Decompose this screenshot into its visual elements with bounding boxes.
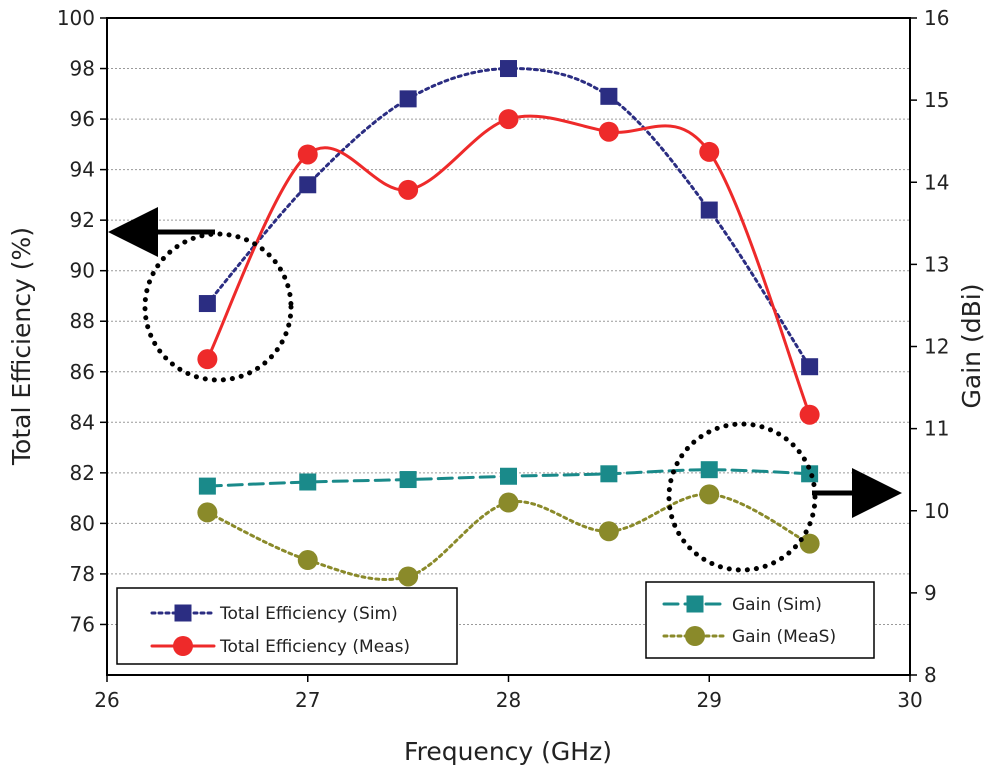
square-marker [700,201,718,219]
legend-label: Gain (Sim) [732,595,822,615]
legend-entry: Gain (MeaS) [662,626,836,647]
y-left-tick-label: 90 [70,259,95,283]
y-right-tick-label: 10 [924,499,949,523]
y-axis-left-title: Total Efficiency (%) [7,227,36,466]
series-layer [197,60,820,587]
y-right-tick-label: 15 [924,88,949,112]
square-marker [600,465,618,483]
x-tick-label: 29 [697,688,722,712]
y-left-tick-label: 78 [70,562,95,586]
grid-lines [107,68,910,625]
circle-marker [498,492,519,513]
legend-label: Gain (MeaS) [732,627,836,647]
square-marker [700,461,718,479]
x-tick-label: 30 [897,688,922,712]
legend-circle-marker [173,636,193,656]
y-left-tick-label: 84 [70,410,95,434]
square-marker [500,60,517,78]
legend-efficiency: Total Efficiency (Sim) Total Efficiency (… [116,587,458,665]
y-left-tick-label: 88 [70,309,95,333]
circle-marker [699,484,720,505]
y-left-tick-label: 96 [70,107,95,131]
square-marker [198,477,216,495]
y-right-tick-label: 11 [924,417,949,441]
legend-square-marker [174,604,192,622]
square-marker [500,467,517,485]
square-marker [299,473,317,491]
series-total-efficiency-meas [197,109,820,425]
y-axis-right-title: Gain (dBi) [957,284,986,409]
circle-marker [799,533,820,554]
y-left-tick-label: 98 [70,57,95,81]
circle-marker [197,502,218,523]
x-tick-label: 27 [295,688,320,712]
circle-marker [398,566,419,587]
legend-gain-box [645,581,875,659]
y-right-tick-label: 13 [924,252,949,276]
y-right-tick-label: 9 [924,581,937,605]
y-right-tick-label: 16 [924,6,949,30]
legend-gain: Gain (Sim) Gain (MeaS) [645,581,875,659]
legend-label: Total Efficiency (Meas) [219,637,410,657]
series-line [205,114,812,417]
y-left-tick-label: 80 [70,511,95,535]
y-left-tick-label: 94 [70,158,95,182]
circle-marker [799,404,820,425]
legend-circle-marker [685,626,705,646]
circle-marker [598,121,619,142]
legend-entry: Total Efficiency (Meas) [150,636,410,657]
legend-entry: Total Efficiency (Sim) [150,604,398,624]
legend-square-marker [686,595,704,613]
annotation-circle-gain [666,421,818,573]
y-left-tick-label: 76 [70,612,95,636]
circle-marker [598,521,619,542]
x-tick-label: 28 [496,688,521,712]
circle-marker [498,109,519,130]
x-tick-label: 26 [94,688,119,712]
series-total-efficiency-sim [198,60,819,376]
legend-entry: Gain (Sim) [662,595,822,615]
square-marker [801,358,819,376]
circle-marker [699,141,720,162]
square-marker [801,465,819,483]
circle-marker [297,550,318,571]
square-marker [299,176,317,194]
circle-marker [297,144,318,165]
circle-marker [197,349,218,370]
series-gain-meas [197,484,820,587]
square-marker [600,87,618,105]
y-left-tick-label: 86 [70,360,95,384]
circle-marker [398,179,419,200]
y-left-tick-label: 92 [70,208,95,232]
square-marker [399,90,417,108]
y-right-tick-label: 14 [924,170,949,194]
square-marker [198,295,216,313]
y-left-tick-label: 82 [70,461,95,485]
series-gain-sim [198,461,819,495]
y-right-tick-label: 8 [924,663,937,687]
y-left-tick-label: 100 [57,6,95,30]
y-right-tick-label: 12 [924,335,949,359]
annotation-circle-efficiency [142,231,294,383]
square-marker [399,471,417,489]
annotations [108,207,902,573]
axis-ticks: 76 78 80 82 84 86 88 90 92 94 96 98 100 8 9 10 11 12 13 14 1… [57,6,950,712]
legend-label: Total Efficiency (Sim) [219,604,398,624]
legend-efficiency-box [116,587,458,665]
x-axis-title: Frequency (GHz) [404,737,612,766]
